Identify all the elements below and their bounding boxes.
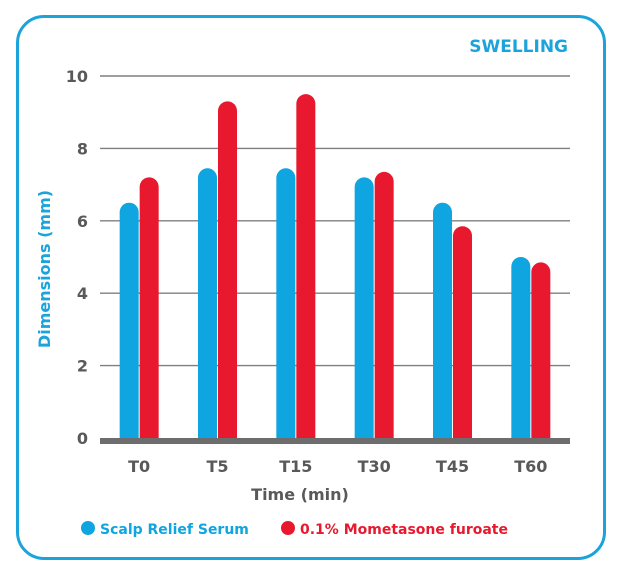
y-axis-title: Dimensions (mm)	[35, 190, 54, 348]
y-tick-labels: 0 2 4 6 8 10	[66, 67, 88, 448]
y-tick-label: 0	[77, 429, 88, 448]
y-tick-label: 6	[77, 212, 88, 231]
legend-label-scalp-relief-serum: Scalp Relief Serum	[100, 522, 249, 538]
bar-scalp-relief-serum-t30	[354, 177, 374, 439]
gridlines	[100, 75, 570, 367]
bar-scalp-relief-serum-t15	[276, 168, 296, 438]
bar-0-1-mometasone-furoate-t0	[139, 177, 159, 439]
legend-marker-mometasone	[281, 521, 295, 535]
legend-label-mometasone: 0.1% Mometasone furoate	[300, 522, 508, 538]
bar-0-1-mometasone-furoate-t5	[218, 101, 237, 438]
x-tick-label: T30	[358, 457, 391, 476]
x-axis-baseline	[100, 438, 570, 444]
bar-scalp-relief-serum-t0	[119, 202, 139, 438]
legend: Scalp Relief Serum 0.1% Mometasone furoa…	[81, 521, 508, 538]
x-tick-label: T0	[128, 457, 150, 476]
bar-0-1-mometasone-furoate-t15	[296, 94, 316, 438]
x-axis-title: Time (min)	[251, 485, 349, 504]
x-tick-label: T5	[206, 457, 228, 476]
bar-scalp-relief-serum-t45	[433, 202, 452, 438]
x-tick-label: T60	[514, 457, 547, 476]
bar-0-1-mometasone-furoate-t30	[374, 171, 394, 438]
y-tick-label: 8	[77, 139, 88, 158]
x-tick-label: T45	[436, 457, 469, 476]
y-tick-label: 4	[77, 284, 88, 303]
y-tick-label: 10	[66, 67, 88, 86]
y-tick-label: 2	[77, 357, 88, 376]
x-tick-label: T15	[279, 457, 312, 476]
bar-0-1-mometasone-furoate-t45	[453, 226, 472, 438]
chart-title: SWELLING	[469, 37, 568, 57]
bar-scalp-relief-serum-t60	[511, 257, 531, 438]
x-tick-labels: T0 T5 T15 T30 T45 T60	[128, 457, 547, 476]
bars	[119, 94, 551, 439]
bar-scalp-relief-serum-t5	[198, 168, 217, 438]
legend-marker-scalp-relief-serum	[81, 521, 95, 535]
chart-frame	[16, 15, 606, 560]
bar-0-1-mometasone-furoate-t60	[531, 262, 551, 438]
